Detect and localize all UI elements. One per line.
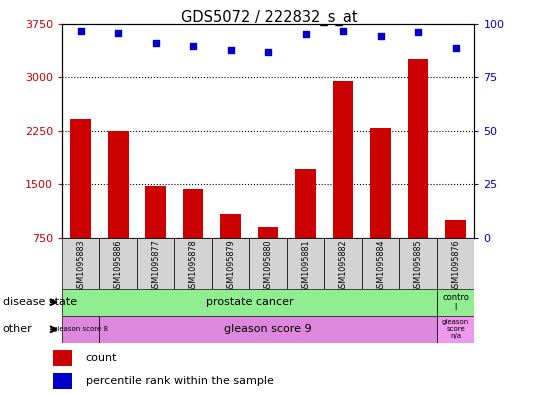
Text: GSM1095882: GSM1095882 <box>338 239 348 293</box>
Text: GSM1095876: GSM1095876 <box>451 239 460 293</box>
Point <box>301 31 310 37</box>
Bar <box>175 238 212 289</box>
Point <box>226 47 235 53</box>
Text: count: count <box>86 353 118 364</box>
Bar <box>137 238 175 289</box>
Bar <box>445 220 466 238</box>
Bar <box>146 185 166 238</box>
Text: GSM1095881: GSM1095881 <box>301 239 310 293</box>
Point <box>376 33 385 40</box>
Text: GSM1095878: GSM1095878 <box>189 239 198 293</box>
Text: GSM1095877: GSM1095877 <box>151 239 160 293</box>
Bar <box>62 238 100 289</box>
Text: other: other <box>3 324 32 334</box>
Bar <box>250 238 287 289</box>
Point <box>414 29 423 35</box>
Bar <box>437 238 474 289</box>
Text: GDS5072 / 222832_s_at: GDS5072 / 222832_s_at <box>181 10 358 26</box>
Text: contro
l: contro l <box>442 292 469 312</box>
Point <box>264 50 273 56</box>
Text: percentile rank within the sample: percentile rank within the sample <box>86 376 274 386</box>
Point <box>451 45 460 51</box>
Bar <box>437 316 474 343</box>
Bar <box>408 59 429 238</box>
Text: GSM1095883: GSM1095883 <box>76 239 85 293</box>
Bar <box>108 131 128 238</box>
Text: disease state: disease state <box>3 297 77 307</box>
Bar <box>362 238 399 289</box>
Text: GSM1095886: GSM1095886 <box>114 239 123 293</box>
Text: gleason
score
n/a: gleason score n/a <box>442 320 469 339</box>
Bar <box>324 238 362 289</box>
Text: prostate cancer: prostate cancer <box>205 297 293 307</box>
Point <box>189 43 197 49</box>
Point <box>151 40 160 46</box>
Text: gleason score 9: gleason score 9 <box>224 324 312 334</box>
Text: GSM1095884: GSM1095884 <box>376 239 385 293</box>
Bar <box>437 289 474 316</box>
Bar <box>212 238 250 289</box>
Bar <box>53 373 72 389</box>
Bar <box>53 351 72 366</box>
Bar <box>220 214 241 238</box>
Bar <box>399 238 437 289</box>
Bar <box>333 81 354 238</box>
Bar <box>62 316 100 343</box>
Point <box>339 28 348 34</box>
Bar <box>71 119 91 238</box>
Bar <box>370 128 391 238</box>
Text: GSM1095880: GSM1095880 <box>264 239 273 293</box>
Bar <box>295 169 316 238</box>
Point <box>114 30 122 37</box>
Bar <box>287 238 324 289</box>
Text: GSM1095879: GSM1095879 <box>226 239 235 293</box>
Point <box>77 28 85 34</box>
Bar <box>258 227 279 238</box>
Bar <box>100 316 437 343</box>
Bar <box>183 189 204 238</box>
Text: gleason score 8: gleason score 8 <box>53 326 108 332</box>
Text: GSM1095885: GSM1095885 <box>413 239 423 293</box>
Bar <box>100 238 137 289</box>
